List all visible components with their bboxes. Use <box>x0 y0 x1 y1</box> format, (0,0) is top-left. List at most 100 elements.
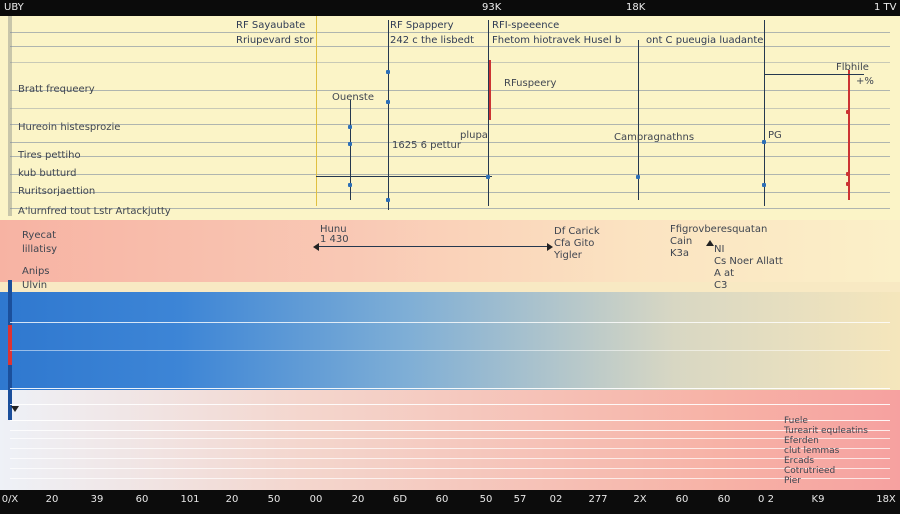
axis-tick-label: 0 2 <box>758 494 774 505</box>
grid-line <box>10 192 890 193</box>
marker-dot-red <box>846 110 850 114</box>
axis-tick-label: 00 <box>309 494 323 505</box>
top-label: RF Spappery <box>390 20 454 31</box>
bottom-axis: 0/X 20 39 60 101 20 50 00 20 6D 60 50 57… <box>0 490 900 514</box>
legend-label: Eferden <box>784 436 819 446</box>
marker-dot <box>386 100 390 104</box>
legend-label: clut lemmas <box>784 446 840 456</box>
top-label: Fhetom hiotravek Husel b <box>492 35 622 46</box>
left-label: Ruritsorjaettion <box>18 186 96 197</box>
top-label: RFI-speeence <box>492 20 560 31</box>
left-label: Bratt frequeery <box>18 84 95 95</box>
left-strip-red <box>8 325 12 365</box>
top-label: RF Sayaubate <box>236 20 306 31</box>
mid-label: Ouenste <box>332 92 374 103</box>
grid-line <box>10 174 890 175</box>
vertical-stem <box>388 20 389 210</box>
grid-line-light <box>10 322 890 323</box>
vertical-stem <box>350 100 351 200</box>
pink-label: C3 <box>714 280 728 291</box>
left-label: Hureoin histesprozie <box>18 122 121 133</box>
left-label: A'lurnfred tout Lstr Artackjutty <box>18 206 171 217</box>
pink-label: Cfa Gito <box>554 238 595 249</box>
axis-tick-label: 2X <box>633 494 647 505</box>
top-left-label: UBY <box>4 2 24 13</box>
marker-dot-red <box>846 172 850 176</box>
pink-label: A at <box>714 268 735 279</box>
pink-label: Anips <box>22 266 50 277</box>
connector-line <box>316 176 492 177</box>
arrow-icon <box>313 243 319 251</box>
mid-label: +% <box>856 76 874 87</box>
grid-line-light <box>10 478 890 479</box>
pink-label: Yigler <box>554 250 582 261</box>
pink-label: lillatisy <box>22 244 58 255</box>
vertical-stem <box>638 40 639 200</box>
vertical-stem-red <box>489 60 491 120</box>
grid-line-light <box>10 404 890 405</box>
grid-line <box>10 124 890 125</box>
mid-label: PG <box>768 130 782 141</box>
mid-label: Campragnathns <box>614 132 695 143</box>
left-strip-top <box>8 16 12 216</box>
marker-dot-red <box>846 182 850 186</box>
mid-label: Flbhile <box>836 62 869 73</box>
pink-label: Cain <box>670 236 693 247</box>
vertical-stem <box>488 20 489 206</box>
arrow-icon <box>547 243 553 251</box>
legend-label: Fuele <box>784 416 808 426</box>
axis-tick-label: 20 <box>45 494 59 505</box>
vertical-stem-red <box>848 70 850 200</box>
axis-tick-label: 60 <box>435 494 449 505</box>
band-pink <box>0 220 900 282</box>
top-bar: UBY 93K 18K 1 TV <box>0 0 900 16</box>
axis-tick-label: 6D <box>392 494 408 505</box>
axis-tick-label: 60 <box>135 494 149 505</box>
arrow-icon <box>11 406 19 412</box>
axis-tick-label: 60 <box>717 494 731 505</box>
arrow-icon <box>706 240 714 246</box>
pink-label: Cs Noer Allatt <box>714 256 783 267</box>
legend-label: Cotrutrieed <box>784 466 836 476</box>
axis-tick-label: 101 <box>180 494 200 505</box>
marker-dot <box>386 70 390 74</box>
top-mid-label-1: 93K <box>482 2 502 13</box>
marker-dot <box>762 140 766 144</box>
grid-line-light <box>10 458 890 459</box>
axis-tick-label: 20 <box>225 494 239 505</box>
grid-line <box>10 46 890 47</box>
mid-label: 1625 6 pettur <box>392 140 461 151</box>
axis-tick-label: 02 <box>549 494 563 505</box>
left-label: kub butturd <box>18 168 77 179</box>
axis-tick-label: 50 <box>267 494 281 505</box>
legend-label: Ercads <box>784 456 815 466</box>
grid-line <box>10 208 890 209</box>
top-label: ont C pueugia luadante <box>646 35 764 46</box>
grid-line-light <box>10 448 890 449</box>
axis-tick-label: 39 <box>90 494 104 505</box>
pink-label: Df Carick <box>554 226 600 237</box>
marker-dot <box>348 183 352 187</box>
grid-line <box>10 62 890 63</box>
band-main <box>0 16 900 220</box>
connector-line <box>316 246 550 247</box>
legend-label: Turearit equleatins <box>784 426 868 436</box>
marker-dot <box>486 175 490 179</box>
vertical-stem <box>316 16 317 206</box>
grid-line <box>10 90 890 91</box>
mid-label: plupa <box>460 130 488 141</box>
grid-line-light <box>10 438 890 439</box>
marker-dot <box>636 175 640 179</box>
axis-tick-label: 57 <box>513 494 527 505</box>
grid-line-light <box>10 420 890 421</box>
pink-label: Hunu <box>320 224 347 235</box>
pink-label: Ulvin <box>22 280 48 291</box>
grid-line-light <box>10 468 890 469</box>
pink-label: Ffigrovberesquatan <box>670 224 768 235</box>
band-yellow-strip <box>0 282 900 292</box>
grid-line-light <box>10 350 890 351</box>
axis-tick-label: 20 <box>351 494 365 505</box>
axis-tick-label: K9 <box>811 494 825 505</box>
pink-label: Ryecat <box>22 230 57 241</box>
pink-label: NI <box>714 244 725 255</box>
